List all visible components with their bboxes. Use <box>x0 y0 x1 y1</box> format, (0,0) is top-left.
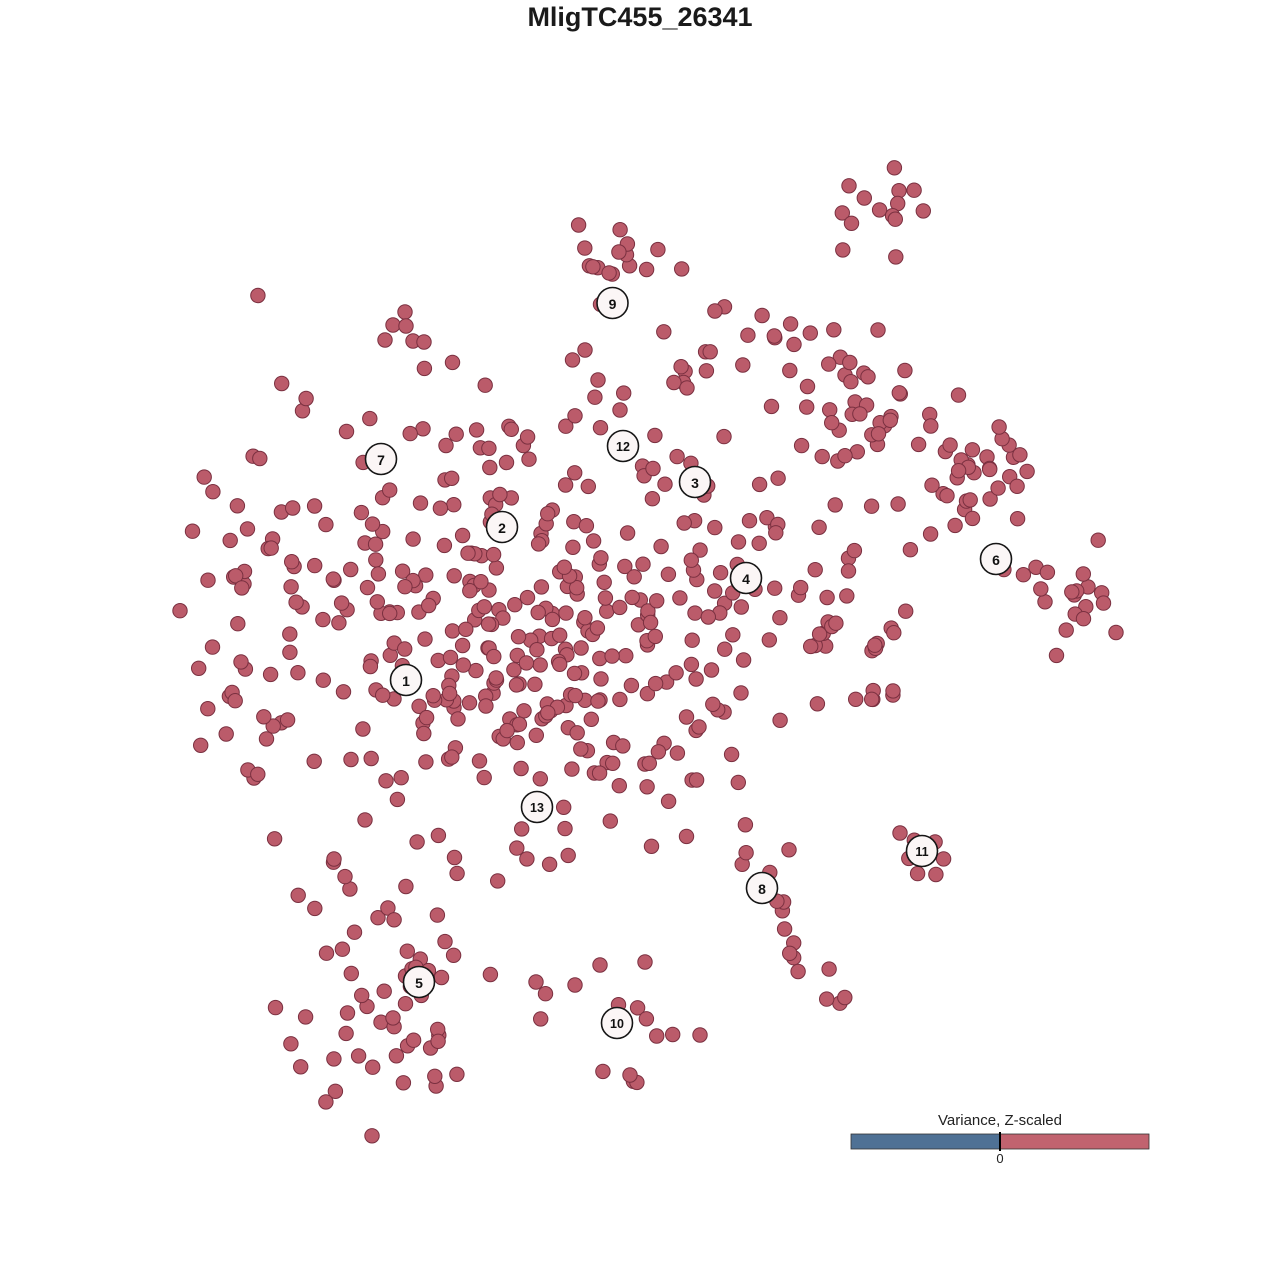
svg-text:Variance, Z-scaled: Variance, Z-scaled <box>938 1112 1062 1129</box>
svg-text:9: 9 <box>609 296 617 312</box>
svg-text:13: 13 <box>530 801 544 815</box>
svg-text:8: 8 <box>758 881 766 897</box>
svg-text:4: 4 <box>742 571 750 587</box>
svg-text:12: 12 <box>616 440 630 454</box>
svg-text:5: 5 <box>415 975 423 991</box>
svg-text:10: 10 <box>610 1017 624 1031</box>
svg-text:7: 7 <box>377 452 385 468</box>
svg-text:0: 0 <box>996 1151 1003 1166</box>
svg-text:2: 2 <box>498 520 506 536</box>
svg-text:3: 3 <box>691 475 699 491</box>
svg-text:1: 1 <box>402 673 410 689</box>
svg-text:6: 6 <box>992 552 1000 568</box>
svg-text:11: 11 <box>915 845 928 859</box>
